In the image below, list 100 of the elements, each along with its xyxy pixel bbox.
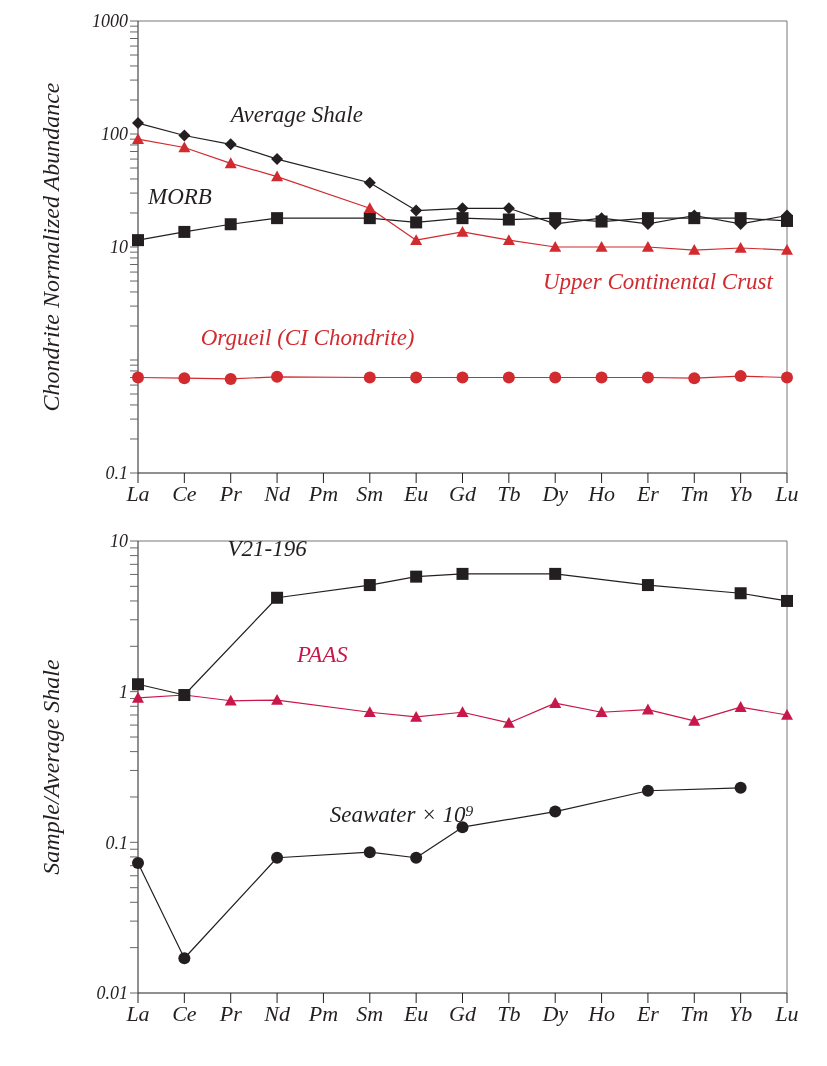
- x-tick-label: Sm: [356, 480, 384, 506]
- x-tick-label: Ce: [172, 1000, 197, 1026]
- point: [363, 371, 376, 384]
- x-tick-label: Gd: [449, 480, 477, 506]
- point: [271, 851, 284, 864]
- point: [549, 567, 562, 580]
- point: [595, 371, 608, 384]
- x-tick-label: Tb: [497, 480, 521, 506]
- point: [178, 372, 191, 385]
- point: [271, 370, 284, 383]
- point: [456, 212, 469, 225]
- point: [781, 371, 793, 384]
- point: [595, 706, 608, 718]
- point: [641, 579, 654, 592]
- x-tick-label: Pr: [218, 480, 243, 506]
- point: [224, 138, 237, 151]
- point: [502, 202, 515, 215]
- point: [271, 591, 284, 604]
- point: [641, 241, 654, 252]
- y-tick-label: 10: [110, 237, 128, 258]
- y-tick-label: 10: [110, 531, 128, 552]
- point: [688, 244, 701, 255]
- series-label: V21-196: [227, 535, 308, 561]
- point: [734, 781, 747, 794]
- x-tick-label: Lu: [774, 1000, 799, 1026]
- y-tick-label: 1: [119, 682, 128, 703]
- point: [502, 234, 515, 245]
- x-tick-label: Pm: [307, 1000, 339, 1026]
- point: [641, 371, 654, 384]
- point: [595, 241, 608, 252]
- point: [781, 244, 793, 255]
- point: [502, 213, 515, 226]
- point: [363, 579, 376, 592]
- x-tick-label: Er: [635, 1000, 660, 1026]
- point: [410, 710, 423, 722]
- series-label: Average Shale: [228, 102, 363, 128]
- y-axis-title: Chondrite Normalized Abundance: [37, 82, 64, 412]
- x-tick-label: Gd: [449, 1000, 477, 1026]
- x-tick-label: Er: [635, 480, 660, 506]
- point: [132, 117, 144, 130]
- x-tick-label: Yb: [729, 480, 753, 506]
- point: [271, 694, 284, 705]
- x-tick-label: Eu: [402, 1000, 429, 1026]
- point: [410, 570, 423, 583]
- point: [363, 202, 376, 214]
- x-tick-label: Tm: [680, 480, 709, 506]
- point: [132, 678, 144, 691]
- point: [641, 784, 654, 797]
- point: [271, 170, 284, 182]
- point: [224, 372, 237, 385]
- point: [456, 371, 469, 384]
- point: [502, 716, 515, 728]
- point: [456, 225, 469, 237]
- x-tick-label: La: [125, 480, 150, 506]
- y-axis-title: Sample/Average Shale: [37, 659, 64, 875]
- point: [224, 157, 237, 169]
- point: [781, 594, 793, 607]
- series-label: Seawater × 10⁹: [329, 802, 474, 828]
- y-tick-label: 100: [101, 124, 128, 145]
- point: [734, 241, 747, 253]
- x-tick-label: Dy: [541, 1000, 569, 1026]
- point: [224, 694, 237, 706]
- point: [271, 212, 284, 225]
- point: [224, 218, 237, 231]
- point: [502, 371, 515, 384]
- point: [363, 212, 376, 225]
- point: [410, 204, 423, 217]
- x-tick-label: Nd: [263, 480, 291, 506]
- point: [456, 706, 469, 718]
- point: [549, 371, 562, 384]
- x-tick-label: Nd: [263, 1000, 291, 1026]
- point: [549, 805, 562, 818]
- x-tick-label: Pm: [307, 480, 339, 506]
- x-tick-label: Ho: [587, 1000, 616, 1026]
- x-tick-label: Dy: [541, 480, 569, 506]
- point: [178, 129, 191, 142]
- x-tick-label: Yb: [729, 1000, 753, 1026]
- y-tick-label: 1000: [92, 11, 128, 32]
- y-tick-label: 0.01: [96, 983, 128, 1004]
- point: [363, 706, 376, 718]
- point: [410, 234, 423, 245]
- point: [410, 371, 423, 384]
- x-tick-label: Ce: [172, 480, 197, 506]
- point: [549, 697, 562, 708]
- point: [363, 846, 376, 859]
- point: [363, 176, 376, 189]
- point: [178, 141, 191, 153]
- point: [132, 234, 144, 247]
- x-tick-label: Eu: [402, 480, 429, 506]
- x-tick-label: Tm: [680, 1000, 709, 1026]
- point: [132, 133, 144, 144]
- point: [132, 691, 144, 703]
- point: [781, 709, 793, 720]
- point: [132, 371, 144, 384]
- point: [688, 714, 701, 726]
- y-tick-label: 0.1: [105, 832, 128, 853]
- point: [641, 703, 654, 715]
- series-label: PAAS: [296, 642, 349, 668]
- x-tick-label: Tb: [497, 1000, 521, 1026]
- x-tick-label: Sm: [356, 1000, 384, 1026]
